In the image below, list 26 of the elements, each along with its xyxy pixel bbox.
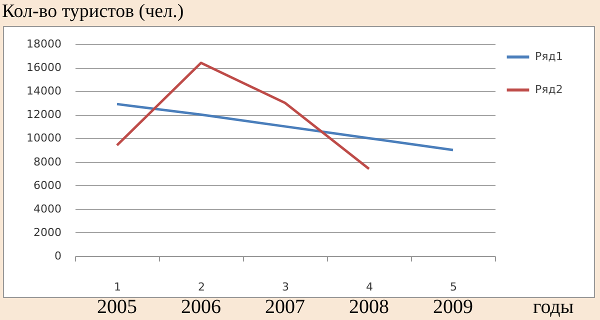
y-tick-label: 18000 xyxy=(26,38,62,50)
y-tick-label: 14000 xyxy=(26,84,62,98)
x-tick-label: 2 xyxy=(198,280,205,294)
y-tick-label: 10000 xyxy=(26,132,62,145)
y-tick-label: 6000 xyxy=(34,178,62,192)
line-series xyxy=(116,62,370,170)
y-tick-label: 0 xyxy=(54,250,62,262)
y-tick-label: 8000 xyxy=(34,155,62,168)
text: 2006 xyxy=(181,296,221,318)
x-tick-label: 3 xyxy=(282,280,289,294)
text: годы xyxy=(533,296,574,318)
x-tick-label: 5 xyxy=(450,280,457,294)
text: 2005 xyxy=(97,296,137,318)
legend-label: Ряд2 xyxy=(535,83,563,96)
text: 2007 xyxy=(265,296,305,318)
line-series xyxy=(116,102,454,152)
legend-label: Ряд1 xyxy=(535,50,563,63)
x-tick-label: 4 xyxy=(366,280,373,294)
y-tick-label: 12000 xyxy=(26,108,62,122)
y-tick-label: 2000 xyxy=(34,226,62,239)
text: 2008 xyxy=(349,296,389,318)
chart-title: Кол-во туристов (чел.) xyxy=(2,1,184,22)
y-tick-label: 4000 xyxy=(34,202,62,216)
x-tick-label: 1 xyxy=(114,280,121,294)
y-tick-label: 16000 xyxy=(26,61,62,74)
text: 2009 xyxy=(433,296,473,318)
